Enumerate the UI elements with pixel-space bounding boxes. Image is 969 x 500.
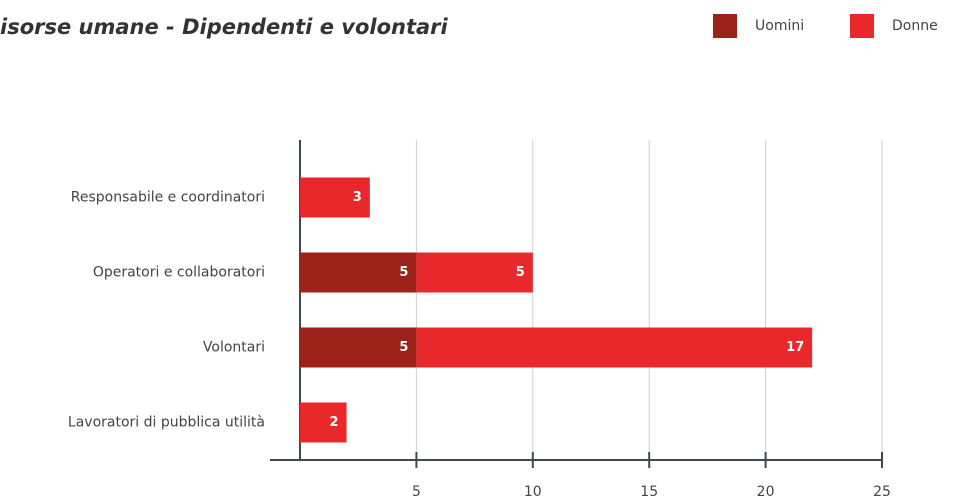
bar-segment (300, 327, 417, 368)
x-tick-label: 20 (757, 484, 775, 500)
y-tick-label: Volontari (203, 340, 265, 356)
legend-label: Uomini (755, 18, 804, 34)
value-label: 5 (399, 265, 408, 280)
bar-segment (416, 252, 533, 293)
legend-swatch (850, 14, 874, 38)
value-label: 5 (399, 340, 408, 355)
y-tick-label: Lavoratori di pubblica utilità (68, 415, 265, 431)
y-tick-label: Responsabile e coordinatori (71, 190, 265, 206)
bar-segment (300, 177, 370, 218)
x-tick-label: 15 (640, 484, 658, 500)
x-tick-label: 10 (524, 484, 542, 500)
x-tick-label: 25 (873, 484, 891, 500)
bar-segment (416, 327, 813, 368)
value-label: 3 (353, 190, 362, 205)
bar-segment (300, 252, 417, 293)
bar-segment (300, 402, 347, 443)
value-label: 2 (330, 415, 339, 430)
value-label: 5 (516, 265, 525, 280)
x-tick-label: 5 (412, 484, 421, 500)
legend-label: Donne (892, 18, 938, 34)
legend-swatch (713, 14, 737, 38)
chart-title: isorse umane - Dipendenti e volontari (0, 15, 449, 39)
y-tick-label: Operatori e collaboratori (93, 265, 265, 281)
value-label: 17 (786, 340, 804, 355)
